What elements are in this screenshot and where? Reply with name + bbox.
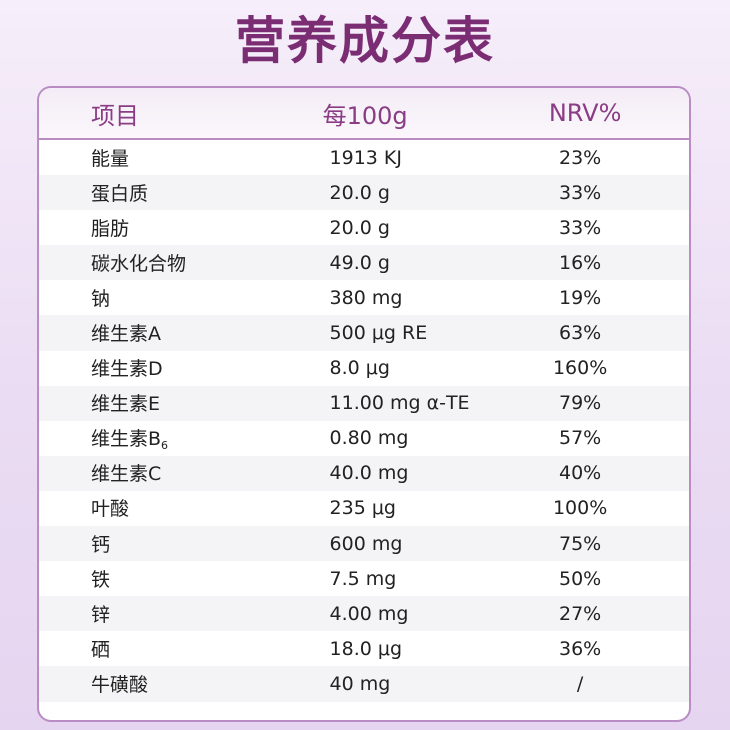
nutrient-name: 维生素B6 <box>91 428 169 453</box>
nutrient-nrv: 100% <box>552 497 608 520</box>
nutrient-nrv: 50% <box>558 567 602 590</box>
nutrient-name: 蛋白质 <box>91 182 149 205</box>
nutrient-value: 20.0 g <box>329 181 390 204</box>
header-per-100g: 每100g <box>322 101 408 130</box>
nutrient-value: 600 mg <box>329 532 403 555</box>
nutrient-value: 20.0 g <box>329 216 390 239</box>
nutrient-value: 40 mg <box>329 672 391 695</box>
nutrient-nrv: 23% <box>558 146 602 169</box>
nutrient-name: 钙 <box>91 533 111 556</box>
nutrition-table: 项目 每100g NRV% 能量 1913 KJ 23% 蛋白质 20.0 g … <box>37 86 691 722</box>
nutrient-value: 8.0 μg <box>329 357 390 380</box>
nutrient-name: 维生素C <box>91 463 162 486</box>
nutrient-name: 牛磺酸 <box>91 673 149 696</box>
nutrient-nrv: 160% <box>552 357 608 380</box>
nutrient-name: 脂肪 <box>91 217 130 240</box>
table-row: 铁 7.5 mg 50% <box>39 561 689 597</box>
table-row: 锌 4.00 mg 27% <box>39 596 689 632</box>
nutrient-nrv: 79% <box>558 392 602 415</box>
nutrient-value: 500 μg RE <box>329 322 428 345</box>
nutrient-nrv: 40% <box>558 462 602 485</box>
nutrient-name: 维生素A <box>91 323 161 346</box>
nutrient-name: 硒 <box>91 638 111 661</box>
table-row: 维生素D 8.0 μg 160% <box>39 350 689 386</box>
table-body: 能量 1913 KJ 23% 蛋白质 20.0 g 33% 脂肪 20.0 g … <box>39 140 689 702</box>
nutrient-value: 4.00 mg <box>329 602 409 625</box>
header-item: 项目 <box>91 101 139 130</box>
nutrient-value: 18.0 μg <box>329 637 403 660</box>
nutrient-nrv: 33% <box>558 181 602 204</box>
nutrient-nrv: / <box>576 672 584 695</box>
header-nrv: NRV% <box>548 99 622 127</box>
nutrient-nrv: 36% <box>558 637 602 660</box>
nutrient-value: 40.0 mg <box>329 462 409 485</box>
nutrient-value: 49.0 g <box>329 251 390 274</box>
nutrient-name: 钠 <box>91 287 111 310</box>
nutrient-value: 11.00 mg α-TE <box>329 392 470 415</box>
table-row: 碳水化合物 49.0 g 16% <box>39 245 689 281</box>
table-row: 脂肪 20.0 g 33% <box>39 210 689 246</box>
table-row: 维生素E 11.00 mg α-TE 79% <box>39 385 689 421</box>
nutrient-name: 锌 <box>91 603 111 626</box>
table-row: 钙 600 mg 75% <box>39 526 689 562</box>
nutrient-name: 维生素D <box>91 358 163 381</box>
nutrient-value: 1913 KJ <box>329 146 402 169</box>
table-row: 维生素B6 0.80 mg 57% <box>39 420 689 456</box>
table-row: 牛磺酸 40 mg / <box>39 666 689 702</box>
nutrient-nrv: 75% <box>558 532 602 555</box>
table-row: 蛋白质 20.0 g 33% <box>39 175 689 211</box>
nutrient-name: 能量 <box>91 147 130 170</box>
table-row: 叶酸 235 μg 100% <box>39 490 689 527</box>
nutrient-nrv: 57% <box>558 427 602 450</box>
nutrient-nrv: 33% <box>558 216 602 239</box>
nutrient-name: 铁 <box>91 568 111 591</box>
page-title: 营养成分表 <box>235 12 495 70</box>
nutrient-value: 380 mg <box>329 286 403 309</box>
table-row: 维生素C 40.0 mg 40% <box>39 455 689 491</box>
nutrient-value: 235 μg <box>329 497 396 520</box>
nutrient-name: 维生素E <box>91 393 161 416</box>
table-row: 能量 1913 KJ 23% <box>39 140 689 176</box>
table-row: 维生素A 500 μg RE 63% <box>39 315 689 351</box>
table-header: 项目 每100g NRV% <box>39 88 689 140</box>
nutrient-nrv: 16% <box>558 251 602 274</box>
nutrient-nrv: 27% <box>558 602 602 625</box>
nutrient-name: 碳水化合物 <box>91 252 187 275</box>
table-row: 钠 380 mg 19% <box>39 280 689 316</box>
nutrient-value: 7.5 mg <box>329 567 397 590</box>
nutrient-nrv: 63% <box>558 322 602 345</box>
nutrient-name: 叶酸 <box>91 498 130 521</box>
nutrient-value: 0.80 mg <box>329 427 409 450</box>
nutrient-nrv: 19% <box>558 286 602 309</box>
table-row: 硒 18.0 μg 36% <box>39 631 689 667</box>
